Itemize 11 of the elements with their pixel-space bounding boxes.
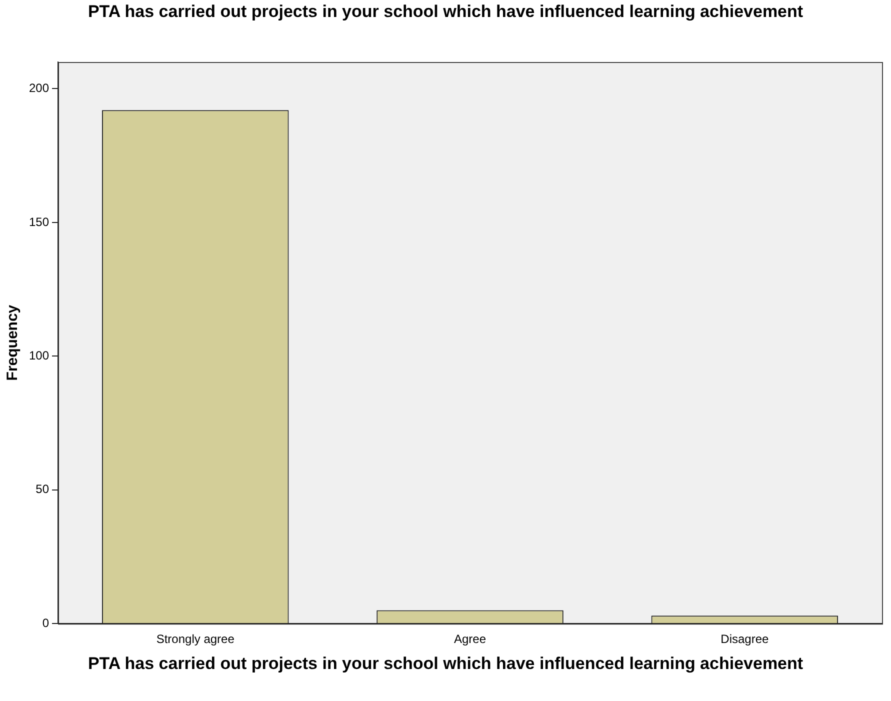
y-tick-label: 50 — [36, 482, 50, 496]
chart-title: PTA has carried out projects in your school which have influenced learning achievement — [86, 2, 804, 21]
y-tick-label: 200 — [28, 81, 50, 96]
y-tick-label: 150 — [28, 214, 50, 229]
y-tick-label: 100 — [28, 348, 50, 362]
x-tick-label: Strongly agree — [156, 632, 235, 646]
y-axis-title: Frequency — [4, 304, 22, 381]
x-axis-title: PTA has carried out projects in your school which have influenced learning achievement — [86, 654, 804, 673]
y-tick-label: 0 — [42, 616, 50, 630]
x-tick-label: Agree — [454, 632, 486, 646]
x-tick-label: Disagree — [720, 632, 770, 646]
